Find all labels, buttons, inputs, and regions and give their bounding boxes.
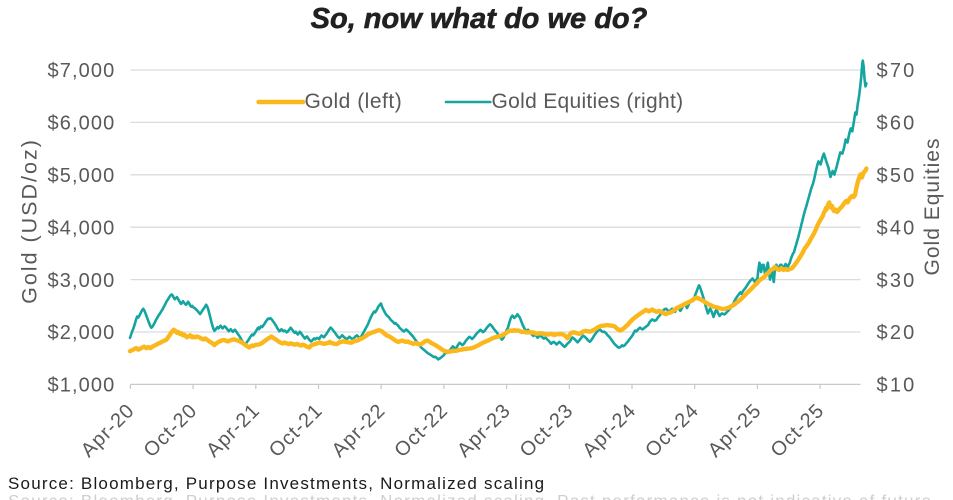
svg-text:$5,000: $5,000: [48, 165, 116, 187]
svg-text:Source: Bloomberg, Purpose Inv: Source: Bloomberg, Purpose Investments, …: [8, 474, 545, 493]
svg-text:Gold (left): Gold (left): [305, 90, 403, 113]
svg-text:$6,000: $6,000: [48, 113, 116, 135]
svg-text:$1,000: $1,000: [48, 375, 116, 397]
svg-text:Source: Bloomberg, Purpose Inv: Source: Bloomberg, Purpose Investments, …: [8, 492, 932, 500]
svg-text:$20: $20: [877, 322, 917, 344]
svg-text:$7,000: $7,000: [48, 60, 116, 82]
svg-text:So, now what do we do?: So, now what do we do?: [311, 3, 648, 35]
svg-text:$2,000: $2,000: [48, 322, 116, 344]
svg-text:$60: $60: [877, 113, 917, 135]
svg-text:Gold Equities: Gold Equities: [921, 138, 944, 276]
svg-text:Gold (USD/oz): Gold (USD/oz): [18, 138, 42, 304]
svg-text:$4,000: $4,000: [48, 217, 116, 239]
svg-text:$40: $40: [877, 217, 917, 239]
svg-text:$70: $70: [877, 60, 917, 82]
svg-text:$10: $10: [877, 375, 917, 397]
svg-text:Gold Equities (right): Gold Equities (right): [492, 90, 684, 113]
svg-text:$3,000: $3,000: [48, 270, 116, 292]
svg-text:$30: $30: [877, 270, 917, 292]
svg-text:$50: $50: [877, 165, 917, 187]
